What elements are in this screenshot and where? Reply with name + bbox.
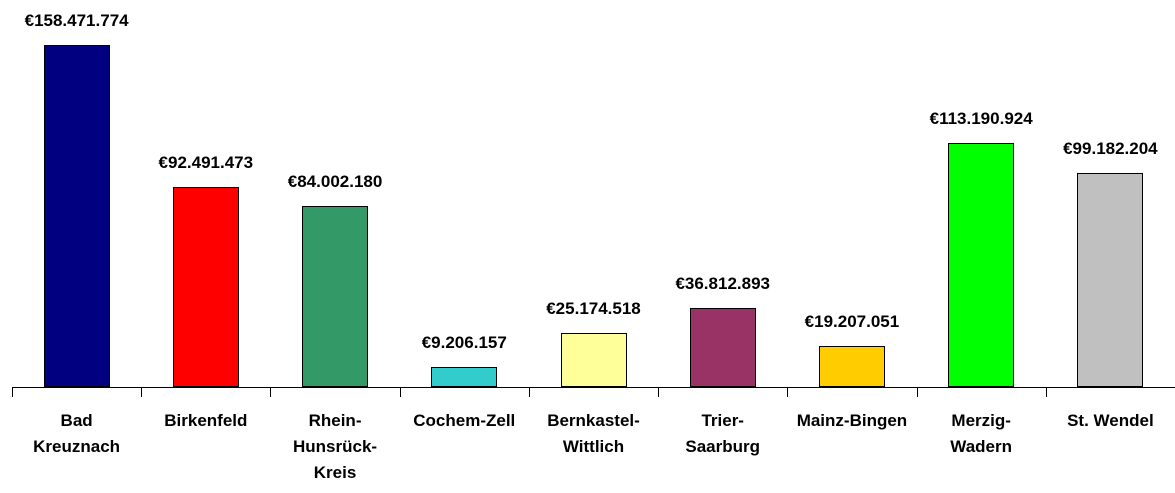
axis-tick: [270, 387, 272, 397]
axis-tick: [787, 387, 789, 397]
axis-tick: [1045, 387, 1047, 397]
bar: [689, 307, 756, 387]
data-label: €36.812.893: [675, 273, 770, 293]
axis-tick: [658, 387, 660, 397]
data-label: €113.190.924: [929, 108, 1033, 128]
bar: [431, 367, 498, 387]
x-tick-label: Trier-Saarburg: [685, 411, 761, 456]
bar: [948, 142, 1015, 387]
x-tick-label: Merzig-Wadern: [950, 411, 1013, 456]
x-tick-label: Bernkastel-Wittlich: [547, 411, 640, 456]
axis-tick: [528, 387, 530, 397]
x-tick-label: Birkenfeld: [164, 411, 248, 430]
axis-tick: [12, 387, 13, 397]
x-tick-label: Cochem-Zell: [413, 411, 516, 430]
bar: [560, 332, 627, 387]
axis-tick: [399, 387, 401, 397]
data-label: €25.174.518: [546, 298, 641, 318]
data-label: €158.471.774: [24, 11, 129, 30]
x-tick-label: St. Wendel: [1067, 411, 1154, 430]
bar: [43, 45, 110, 387]
x-tick-label: Rhein-Hunsrück-Kreis: [293, 411, 378, 482]
bar: [818, 345, 885, 387]
x-tick-label: Mainz-Bingen: [796, 411, 908, 430]
bar: [172, 187, 239, 387]
axis-tick: [141, 387, 143, 397]
x-tick-label: Bad Kreuznach: [33, 411, 121, 456]
bar: [302, 205, 369, 387]
axis-tick: [916, 387, 918, 397]
bar: [1077, 172, 1144, 387]
data-label: €19.207.051: [804, 311, 900, 331]
data-label: €99.182.204: [1063, 138, 1158, 158]
data-label: €84.002.180: [287, 171, 383, 191]
data-label: €9.206.157: [421, 333, 507, 353]
x-axis: [12, 387, 1175, 388]
data-label: €92.491.473: [158, 153, 254, 173]
